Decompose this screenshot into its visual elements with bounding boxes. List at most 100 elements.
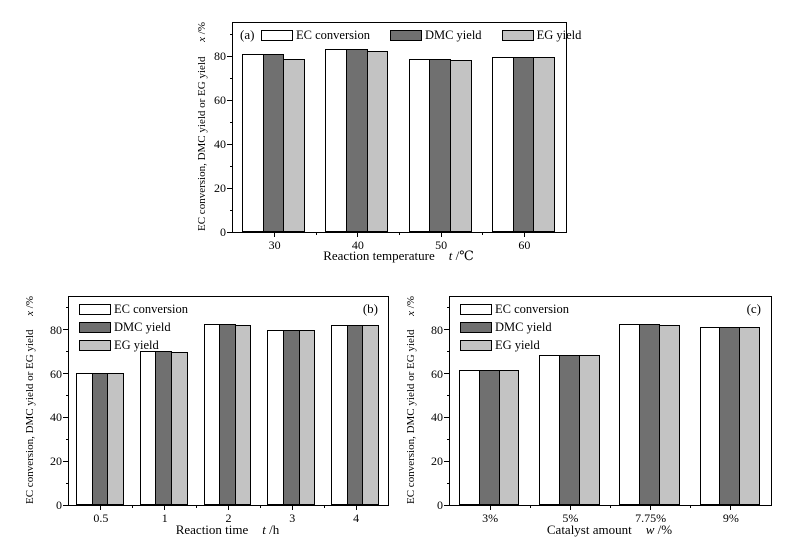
y-major-tick bbox=[63, 504, 69, 506]
y-tick-label: 40 bbox=[50, 410, 62, 425]
legend-swatch-eg-yield bbox=[501, 29, 534, 41]
x-minor-tick bbox=[690, 505, 692, 508]
legend-label: DMC yield bbox=[424, 28, 482, 42]
y-minor-tick bbox=[447, 307, 450, 309]
x-minor-tick bbox=[399, 232, 400, 235]
bar-ec-conversion bbox=[76, 372, 93, 505]
x-axis-label: Reaction time t /h bbox=[68, 522, 387, 538]
bar-eg-yield bbox=[578, 355, 600, 505]
y-major-tick bbox=[444, 460, 450, 462]
y-tick-label: 20 bbox=[431, 454, 443, 469]
x-tick-label: 9% bbox=[722, 511, 739, 525]
x-major-tick bbox=[355, 505, 357, 510]
y-major-tick bbox=[227, 187, 233, 189]
y-major-tick bbox=[227, 99, 233, 101]
legend-item: DMC yield bbox=[389, 28, 482, 42]
plot-area: 0 20 40 60 80 0.5 1 2 3 4 EC conversion DMC yield EG… bbox=[50, 296, 389, 525]
y-major-tick bbox=[227, 55, 233, 57]
legend-label: EG yield bbox=[536, 28, 582, 42]
x-minor-tick bbox=[259, 505, 261, 508]
legend-item: EG yield bbox=[79, 338, 188, 352]
x-major-tick bbox=[274, 232, 276, 237]
y-major-tick bbox=[63, 416, 69, 418]
x-minor-tick bbox=[529, 505, 531, 508]
y-minor-tick bbox=[230, 121, 233, 123]
y-major-tick bbox=[444, 329, 450, 331]
y-tick-label: 0 bbox=[437, 498, 443, 512]
y-major-tick bbox=[444, 504, 450, 506]
bar-dmc-yield bbox=[639, 324, 661, 505]
y-major-tick bbox=[227, 231, 233, 233]
bar-dmc-yield bbox=[478, 370, 500, 505]
x-axis-variable: t /℃ bbox=[448, 248, 474, 263]
legend-label: EG yield bbox=[495, 338, 540, 352]
y-minor-tick bbox=[447, 438, 450, 440]
x-major-tick bbox=[523, 232, 525, 237]
bar-ec-conversion bbox=[139, 350, 157, 505]
x-minor-tick bbox=[315, 232, 317, 235]
bar-ec-conversion bbox=[539, 355, 560, 505]
y-major-tick bbox=[444, 416, 450, 418]
y-major-tick bbox=[63, 460, 69, 462]
y-minor-tick bbox=[66, 307, 69, 309]
panel-label: (c) bbox=[746, 301, 761, 316]
bar-eg-yield bbox=[533, 57, 555, 232]
bar-ec-conversion bbox=[267, 329, 284, 505]
bar-ec-conversion bbox=[331, 325, 348, 505]
bar-eg-yield bbox=[234, 325, 252, 505]
x-minor-tick bbox=[196, 505, 198, 508]
y-tick-label: 40 bbox=[214, 137, 226, 151]
x-minor-tick bbox=[610, 505, 611, 508]
y-axis-unit: x /% bbox=[404, 296, 417, 316]
x-major-tick bbox=[730, 505, 732, 510]
y-tick-label: 80 bbox=[50, 322, 62, 337]
y-tick-label: 60 bbox=[431, 366, 443, 381]
y-major-tick bbox=[444, 373, 450, 375]
y-axis-unit: x /% bbox=[23, 296, 36, 316]
bar-eg-yield bbox=[283, 59, 306, 232]
legend-swatch-dmc-yield bbox=[389, 29, 422, 41]
x-tick-label: 30 bbox=[268, 238, 281, 252]
x-tick-label: 4 bbox=[353, 511, 360, 525]
bar-dmc-yield bbox=[346, 325, 364, 505]
y-tick-label: 0 bbox=[220, 225, 226, 239]
y-minor-tick bbox=[230, 33, 233, 35]
legend-swatch-eg-yield bbox=[79, 339, 111, 351]
y-tick-label: 0 bbox=[56, 498, 62, 512]
x-tick-label: 3 bbox=[289, 511, 296, 525]
bar-ec-conversion bbox=[325, 49, 348, 232]
legend-label: EC conversion bbox=[495, 302, 569, 316]
legend: EC conversion DMC yield EG yield bbox=[460, 302, 569, 352]
legend-swatch-ec-conversion bbox=[460, 303, 492, 315]
x-major-tick bbox=[489, 505, 491, 510]
y-tick-label: 80 bbox=[431, 322, 443, 337]
y-minor-tick bbox=[66, 482, 69, 484]
legend-swatch-ec-conversion bbox=[261, 29, 293, 41]
y-major-tick bbox=[63, 373, 69, 375]
chart-c-catalyst: EC conversion, DMC yield or EG yield x /… bbox=[401, 284, 786, 548]
x-major-tick bbox=[291, 505, 293, 510]
panel-label: (b) bbox=[362, 301, 378, 316]
y-minor-tick bbox=[447, 395, 450, 397]
y-major-tick bbox=[227, 143, 233, 145]
y-tick-label: 40 bbox=[431, 410, 443, 425]
y-tick-label: 60 bbox=[214, 93, 226, 107]
x-minor-tick bbox=[132, 505, 134, 508]
x-major-tick bbox=[357, 232, 359, 237]
x-major-tick bbox=[650, 505, 652, 510]
x-major-tick bbox=[440, 232, 442, 237]
bar-eg-yield bbox=[366, 50, 389, 232]
x-minor-tick bbox=[482, 232, 484, 235]
y-tick-label: 80 bbox=[214, 49, 226, 63]
bar-ec-conversion bbox=[242, 53, 264, 232]
legend-swatch-dmc-yield bbox=[460, 321, 492, 333]
x-tick-label: 0.5 bbox=[93, 511, 109, 525]
bar-dmc-yield bbox=[155, 350, 172, 505]
legend-label: EC conversion bbox=[114, 302, 188, 316]
y-minor-tick bbox=[230, 77, 233, 79]
y-minor-tick bbox=[66, 351, 69, 353]
bar-dmc-yield bbox=[512, 57, 535, 232]
panel-label: (a) bbox=[240, 27, 255, 42]
legend-label: DMC yield bbox=[495, 320, 552, 334]
x-tick-label: 5% bbox=[562, 511, 579, 525]
